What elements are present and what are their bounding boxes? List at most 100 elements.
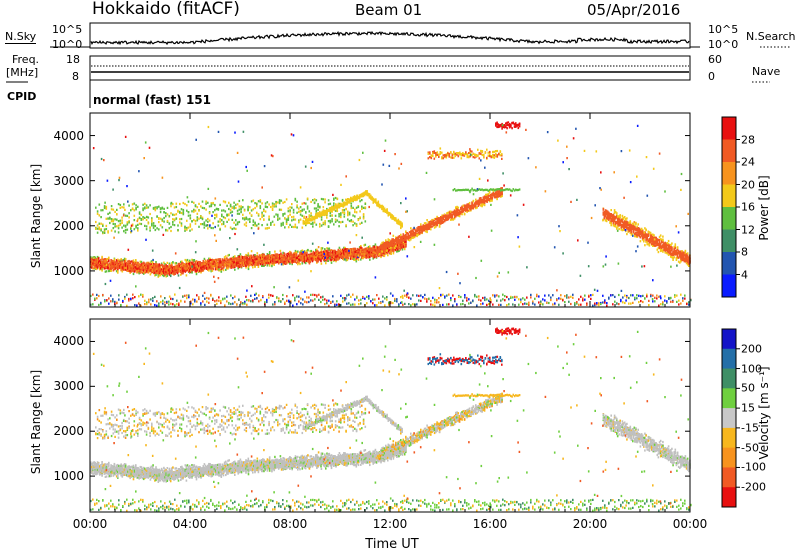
range-cell [382,251,385,254]
range-cell [399,244,401,247]
range-cell [103,205,106,208]
range-cell [335,252,337,255]
range-cell [193,264,196,267]
range-cell [263,258,265,261]
range-cell [237,261,239,264]
range-cell [255,262,257,266]
range-cell [146,262,148,265]
range-cell [374,243,377,246]
range-cell [257,263,260,266]
range-cell [293,257,296,260]
range-cell [252,199,255,202]
range-cell [213,264,216,267]
range-cell [401,248,404,251]
range-cell [285,256,288,259]
range-cell [334,249,336,252]
range-cell [187,262,190,265]
range-cell [185,268,188,271]
range-cell [95,260,98,263]
range-cell [97,258,100,261]
range-cell [239,253,242,256]
range-cell [259,259,262,262]
range-cell [163,207,165,210]
range-cell [198,267,200,270]
range-cell [95,264,98,267]
range-cell [280,254,282,258]
range-cell [111,266,113,269]
range-cell [140,222,143,226]
range-cell [237,256,239,259]
range-cell [103,261,106,264]
range-cell [175,270,178,274]
range-cell [274,258,277,261]
range-cell [366,246,369,249]
range-cell [154,270,156,273]
range-cell [112,220,115,223]
range-cell [199,266,201,269]
range-cell [247,252,250,255]
range-cell [352,257,354,260]
range-cell [184,227,186,231]
range-cell [249,259,252,262]
range-cell [385,247,388,250]
range-cell [156,267,158,270]
range-cell [231,256,234,259]
range-cell [130,260,133,263]
range-cell [282,259,284,262]
range-cell [203,226,206,229]
range-cell [201,223,204,226]
range-cell [351,257,353,260]
range-cell [252,223,255,227]
range-cell [145,228,148,231]
range-cell [285,253,288,256]
range-cell [100,261,102,265]
range-cell [158,228,160,231]
range-cell [112,269,115,272]
range-cell [322,250,325,253]
range-cell [315,256,317,259]
range-cell [124,264,127,267]
range-cell [250,254,253,257]
range-cell [121,206,123,209]
range-cell [151,224,153,227]
range-cell [304,254,307,257]
range-cell [202,261,205,264]
range-cell [240,208,242,211]
range-cell [133,267,136,270]
range-cell [108,270,110,273]
range-cell [91,258,93,261]
range-cell [172,218,174,221]
range-cell [340,251,343,255]
range-cell [131,265,134,268]
range-cell [148,264,151,267]
range-cell [355,253,358,256]
range-cell [348,254,351,257]
range-cell [152,226,155,229]
range-cell [214,258,217,261]
range-cell [137,271,139,274]
range-cell [258,260,261,263]
range-cell [154,271,156,274]
range-cell [383,253,386,256]
range-cell [124,214,127,217]
range-cell [320,247,323,250]
range-cell [109,264,111,267]
range-cell [102,265,104,268]
range-cell [156,215,158,218]
range-cell [115,270,118,273]
range-cell [157,266,160,270]
range-cell [279,259,281,262]
range-cell [397,250,399,253]
range-cell [307,260,309,263]
range-cell [130,231,132,234]
range-cell [244,257,246,260]
range-cell [168,273,171,276]
range-cell [222,269,225,272]
range-cell [124,228,127,231]
range-cell [249,263,252,266]
range-cell [175,202,178,205]
range-cell [222,200,225,203]
range-cell [397,244,399,247]
range-cell [303,254,306,257]
range-cell [196,269,199,272]
